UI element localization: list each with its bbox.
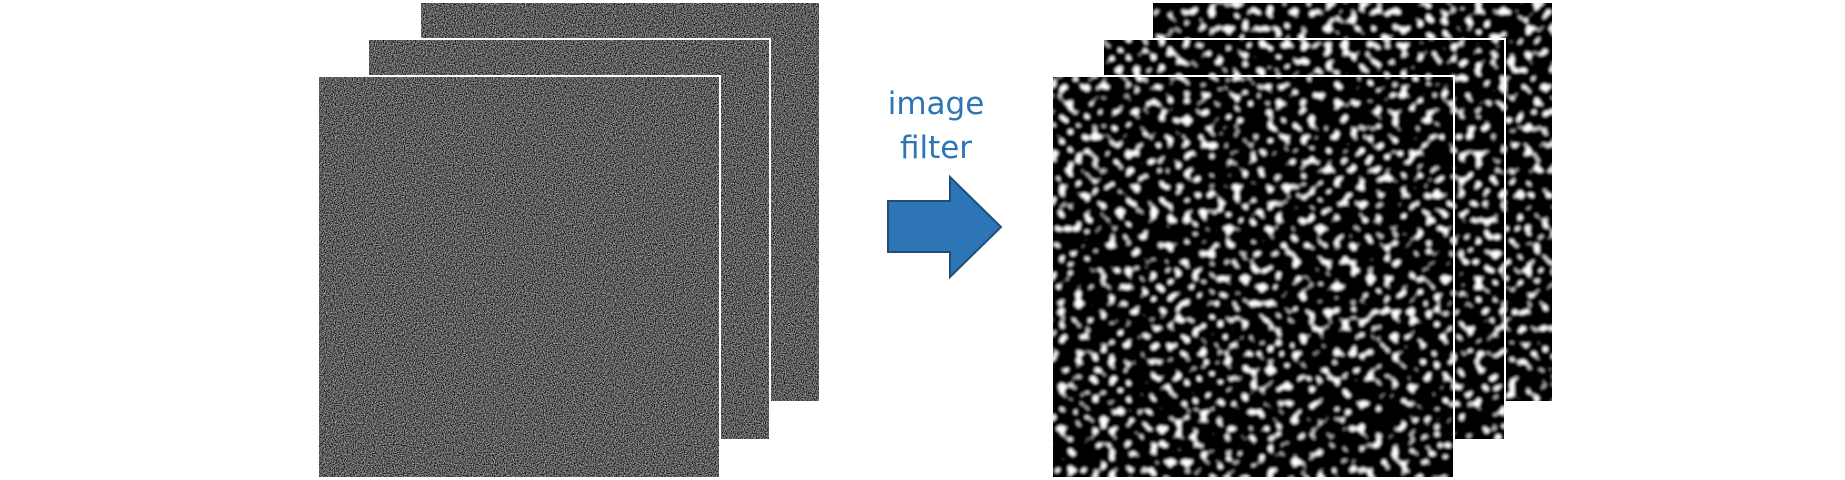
arrow [887, 174, 1003, 280]
output-stack [1051, 1, 1554, 479]
frame-border [317, 75, 721, 479]
label-line: image [888, 86, 985, 122]
input-stack [317, 1, 821, 479]
frame-border [1051, 75, 1455, 479]
output-frame [1052, 76, 1454, 478]
input-frame [318, 76, 720, 478]
label-line: filter [900, 130, 972, 166]
